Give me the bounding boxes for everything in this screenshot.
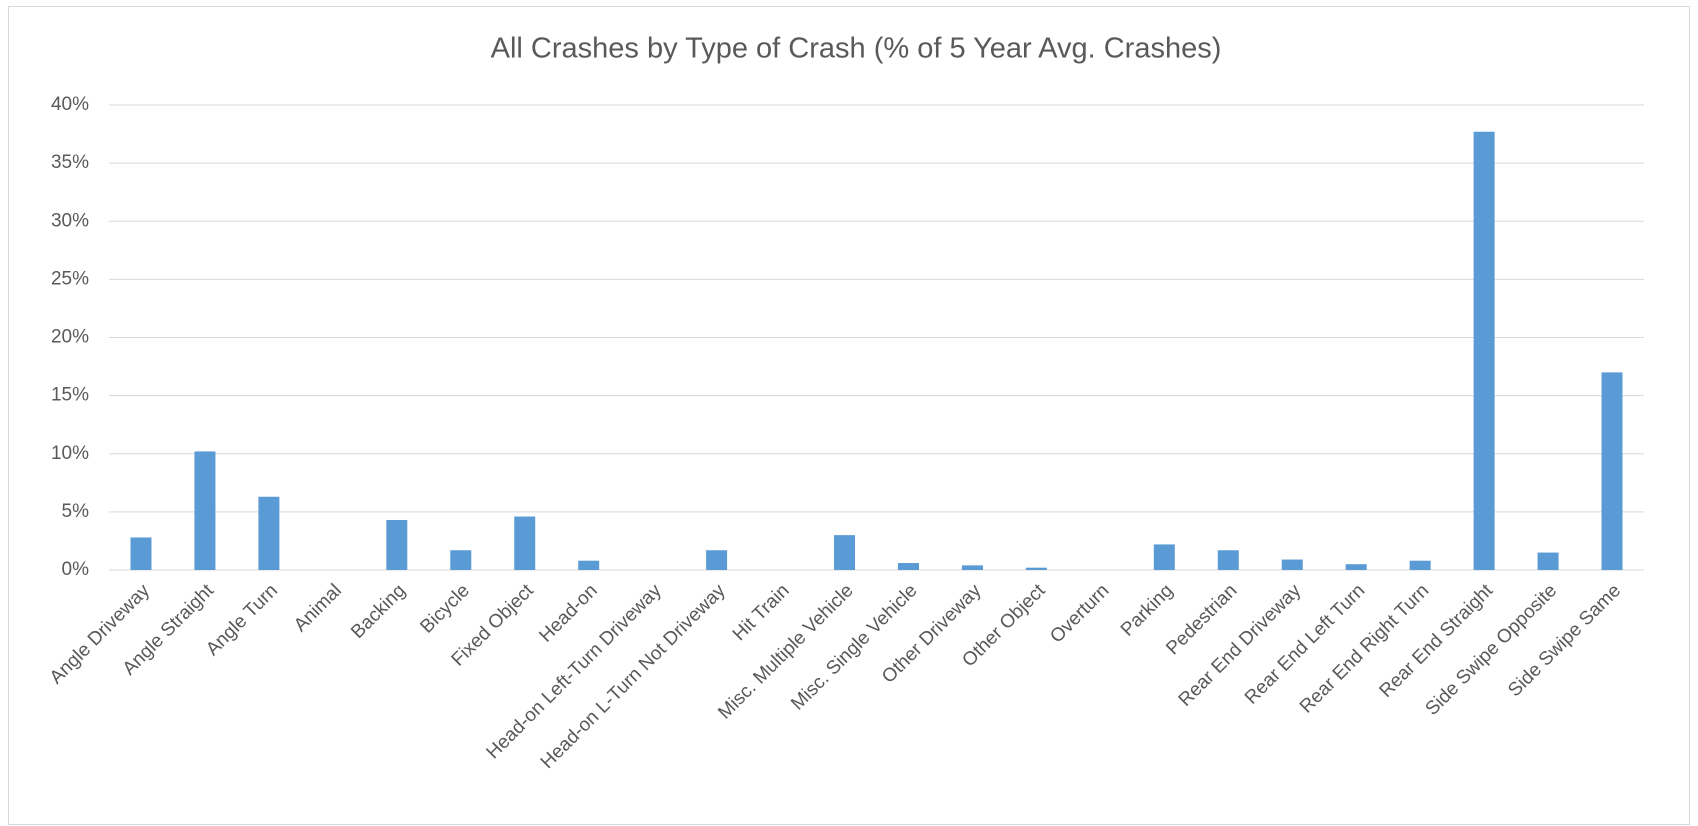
bar — [514, 516, 536, 570]
y-tick-label: 0% — [62, 559, 90, 580]
y-tick-label: 25% — [51, 268, 89, 289]
chart-frame — [8, 6, 1690, 825]
bar — [578, 560, 600, 570]
y-tick-label: 30% — [51, 210, 89, 231]
bar — [194, 451, 216, 570]
bar — [386, 520, 408, 570]
bar — [897, 563, 919, 570]
bar — [706, 550, 728, 570]
bar — [834, 535, 856, 570]
bar — [130, 537, 152, 570]
y-tick-label: 5% — [62, 501, 90, 522]
bar — [1217, 550, 1239, 570]
bar — [1281, 559, 1303, 570]
y-tick-label: 15% — [51, 385, 89, 406]
bar — [1473, 131, 1495, 571]
bar — [1025, 567, 1047, 570]
y-tick-label: 40% — [51, 94, 89, 115]
y-tick-label: 35% — [51, 152, 89, 173]
y-tick-label: 10% — [51, 443, 89, 464]
bar — [1601, 372, 1623, 570]
bar — [450, 550, 472, 570]
bar — [258, 496, 280, 570]
bar — [1153, 544, 1175, 570]
chart-title: All Crashes by Type of Crash (% of 5 Yea… — [491, 33, 1222, 65]
bar — [961, 565, 983, 570]
bar — [1409, 560, 1431, 570]
y-tick-label: 20% — [51, 327, 89, 348]
bar — [1537, 552, 1559, 570]
bar — [1345, 564, 1367, 570]
